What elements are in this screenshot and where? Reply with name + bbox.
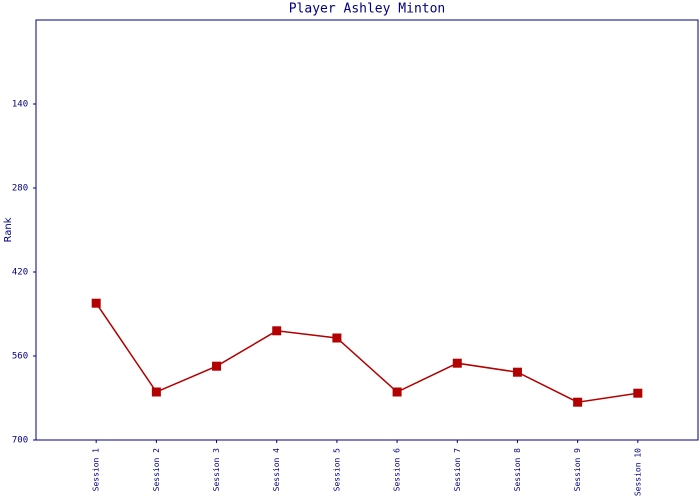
point-marker [91, 298, 101, 308]
series-line [95, 302, 638, 403]
point-marker [573, 397, 583, 407]
x-tick-label: Session 6 [393, 448, 402, 492]
point-marker [332, 333, 342, 343]
point-marker [633, 388, 643, 398]
point-marker [151, 387, 161, 397]
y-tick-label: 560 [12, 352, 28, 362]
x-tick-label: Session 10 [633, 448, 642, 496]
x-tick-label: Session 3 [212, 448, 221, 492]
plot-frame [35, 19, 699, 441]
point-marker [272, 326, 282, 336]
y-tick-label: 420 [12, 268, 28, 278]
y-tick-label: 280 [12, 184, 28, 194]
x-tick-label: Session 4 [272, 448, 281, 492]
x-tick-label: Session 8 [513, 448, 522, 492]
point-marker [392, 387, 402, 397]
point-marker [212, 361, 222, 371]
x-tick-label: Session 1 [92, 448, 101, 492]
point-marker [452, 358, 462, 368]
y-tick-label: 140 [12, 100, 28, 110]
x-tick-label: Session 2 [152, 448, 161, 492]
x-tick-label: Session 9 [573, 448, 582, 492]
y-tick-label: 700 [12, 436, 28, 446]
x-tick-label: Session 7 [453, 448, 462, 492]
y-axis-label: Rank [3, 217, 14, 242]
point-marker [512, 367, 522, 377]
x-tick-label: Session 5 [332, 448, 341, 492]
chart-title: Player Ashley Minton [289, 2, 446, 17]
